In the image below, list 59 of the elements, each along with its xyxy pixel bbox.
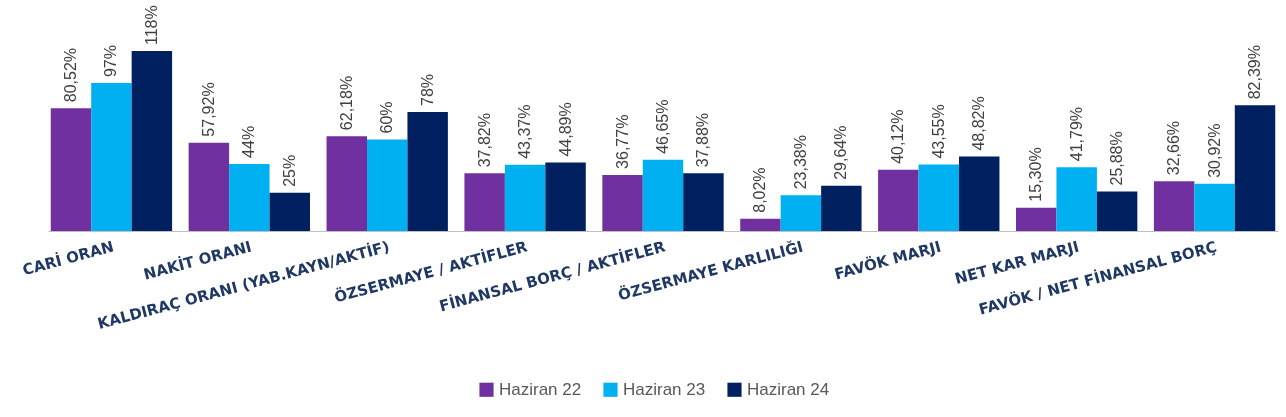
bar bbox=[229, 163, 270, 231]
data-label: 36,77% bbox=[613, 114, 631, 169]
data-label: 97% bbox=[102, 45, 120, 78]
bar bbox=[918, 164, 960, 231]
bar bbox=[1096, 191, 1138, 231]
data-label: 44,89% bbox=[556, 102, 574, 157]
data-label: 29,64% bbox=[832, 125, 850, 180]
data-label: 82,39% bbox=[1246, 45, 1264, 100]
bar bbox=[464, 173, 505, 231]
data-label: 40,12% bbox=[889, 109, 907, 164]
data-label: 43,37% bbox=[516, 104, 534, 159]
bar bbox=[740, 218, 781, 231]
bar bbox=[1194, 183, 1235, 231]
bar bbox=[1016, 207, 1057, 231]
legend-label: Haziran 24 bbox=[747, 379, 830, 399]
bar bbox=[878, 169, 919, 231]
data-label: 57,92% bbox=[199, 82, 217, 137]
bar bbox=[642, 159, 684, 231]
bar bbox=[91, 83, 132, 231]
bar bbox=[545, 162, 586, 231]
bar bbox=[1056, 167, 1097, 231]
legend-label: Haziran 22 bbox=[499, 379, 582, 399]
bar bbox=[407, 112, 448, 231]
bar bbox=[504, 164, 546, 231]
bar bbox=[188, 142, 230, 231]
data-label: 37,82% bbox=[475, 113, 493, 168]
data-label: 23,38% bbox=[791, 135, 809, 190]
data-label: 37,88% bbox=[694, 112, 712, 168]
x-tick-label: CARİ ORAN bbox=[20, 236, 116, 280]
bar bbox=[326, 136, 367, 231]
bar bbox=[683, 173, 724, 231]
data-label: 25,88% bbox=[1108, 131, 1126, 186]
bar bbox=[1153, 181, 1195, 231]
data-label: 118% bbox=[142, 5, 160, 45]
legend-label: Haziran 23 bbox=[623, 379, 706, 399]
bar bbox=[131, 51, 173, 231]
bar bbox=[366, 139, 408, 231]
data-label: 25% bbox=[280, 154, 298, 187]
data-label: 60% bbox=[378, 101, 396, 134]
bar bbox=[1234, 105, 1276, 231]
bar bbox=[269, 192, 310, 231]
data-label: 78% bbox=[418, 73, 436, 107]
data-label: 15,30% bbox=[1027, 147, 1045, 202]
bar bbox=[50, 108, 92, 231]
bar bbox=[959, 156, 1000, 231]
x-tick-label: FAVÖK MARJI bbox=[832, 236, 943, 284]
data-label: 32,66% bbox=[1165, 120, 1183, 176]
data-label: 46,65% bbox=[654, 99, 671, 154]
data-label: 80,52% bbox=[61, 47, 79, 103]
data-label: 62,18% bbox=[337, 75, 355, 131]
bar bbox=[602, 174, 643, 231]
bar bbox=[821, 185, 862, 231]
data-label: 8,02% bbox=[751, 167, 769, 213]
bar bbox=[780, 195, 822, 231]
data-label: 48,82% bbox=[970, 96, 988, 151]
data-label: 44% bbox=[240, 125, 258, 158]
data-label: 41,79% bbox=[1067, 106, 1085, 162]
data-label: 43,55% bbox=[929, 104, 947, 159]
data-label: 30,92% bbox=[1205, 123, 1223, 178]
